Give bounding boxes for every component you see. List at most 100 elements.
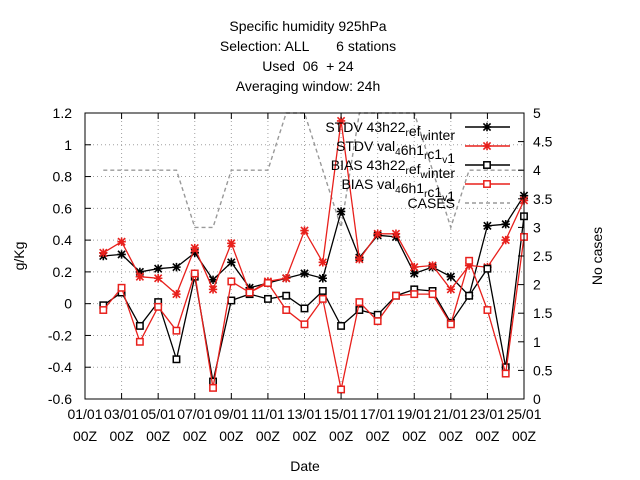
y-axis-label: g/Kg bbox=[11, 242, 27, 271]
data-point bbox=[208, 275, 218, 285]
data-point bbox=[318, 274, 327, 283]
data-point bbox=[300, 304, 309, 313]
data-point bbox=[465, 256, 474, 265]
data-point bbox=[391, 229, 401, 238]
y-tick-label: -0.2 bbox=[48, 327, 72, 343]
y-tick-label: 0.6 bbox=[53, 200, 73, 216]
y2-tick-label: 4.5 bbox=[533, 134, 553, 150]
data-point bbox=[153, 264, 163, 273]
x-tick-label-hour: 00Z bbox=[402, 428, 427, 444]
data-point bbox=[172, 262, 181, 272]
x-tick-label-hour: 00Z bbox=[110, 428, 135, 444]
legend-label: BIAS 43h22refwinter bbox=[331, 157, 456, 181]
data-point bbox=[483, 180, 491, 188]
x-tick-label-hour: 00Z bbox=[146, 428, 171, 444]
chart-title: Specific humidity 925hPa Selection: ALL … bbox=[220, 18, 396, 94]
legend-label: BIAS val46h1rc1v1 bbox=[341, 176, 455, 204]
x-tick-label-hour: 00Z bbox=[475, 428, 500, 444]
data-point bbox=[99, 248, 108, 258]
data-point bbox=[428, 261, 437, 270]
y-tick-label: 0.2 bbox=[53, 264, 73, 280]
y2-tick-label: 0 bbox=[533, 391, 541, 407]
data-point bbox=[392, 291, 400, 300]
x-tick-label-date: 21/01 bbox=[433, 406, 468, 422]
data-point bbox=[410, 290, 419, 299]
data-point bbox=[446, 320, 455, 329]
data-point bbox=[501, 220, 510, 229]
data-point bbox=[446, 272, 456, 281]
data-point bbox=[282, 306, 291, 314]
data-point bbox=[465, 291, 474, 300]
grid bbox=[85, 113, 524, 399]
series-layer bbox=[99, 112, 529, 394]
data-point bbox=[337, 321, 346, 330]
y-tick-label: 0.4 bbox=[53, 232, 73, 248]
data-point bbox=[172, 355, 181, 364]
data-point bbox=[300, 226, 309, 235]
series-4 bbox=[103, 112, 524, 230]
y-tick-label: 0.8 bbox=[53, 169, 73, 185]
data-point bbox=[300, 269, 309, 278]
x-tick-label-date: 01/01 bbox=[67, 406, 102, 422]
series-line bbox=[102, 236, 525, 390]
data-point bbox=[208, 285, 218, 294]
data-point bbox=[410, 269, 419, 278]
x-tick-label-date: 09/01 bbox=[214, 406, 249, 422]
legend-entry: BIAS val46h1rc1v1 bbox=[341, 176, 510, 204]
y-tick-label: 1.2 bbox=[53, 105, 73, 121]
x-tick-label-hour: 00Z bbox=[256, 428, 281, 444]
data-point bbox=[153, 274, 163, 283]
data-point bbox=[300, 320, 309, 329]
data-point bbox=[209, 377, 217, 386]
series-line bbox=[102, 216, 525, 382]
y2-tick-label: 1.5 bbox=[533, 305, 553, 321]
data-point bbox=[501, 369, 510, 378]
x-tick-label-hour: 00Z bbox=[439, 428, 464, 444]
y2-tick-label: 2.5 bbox=[533, 248, 553, 264]
axis-ticks: -0.6 -0.4 -0.2 0 0.2 0.4 0.6 0.8 1 1.2 0 0.5 1 1.5 2 2.… bbox=[48, 105, 553, 444]
data-point bbox=[318, 294, 327, 303]
legend-entry: STDV 43h22refwinter bbox=[325, 119, 510, 143]
data-point bbox=[190, 248, 199, 258]
data-point bbox=[117, 237, 126, 246]
x-tick-label-date: 07/01 bbox=[177, 406, 212, 422]
y-tick-label: -0.4 bbox=[48, 359, 72, 375]
data-point bbox=[355, 254, 364, 264]
data-point bbox=[117, 283, 126, 292]
y2-tick-label: 2 bbox=[533, 277, 541, 293]
data-point bbox=[410, 262, 419, 272]
y2-tick-label: 1 bbox=[533, 334, 541, 350]
series-1 bbox=[99, 116, 529, 299]
x-tick-label-date: 25/01 bbox=[506, 406, 541, 422]
x-tick-label-hour: 00Z bbox=[73, 428, 98, 444]
data-point bbox=[464, 261, 474, 270]
legend-label: STDV val46h1rc1v1 bbox=[336, 138, 455, 166]
data-point bbox=[373, 229, 382, 238]
data-point bbox=[483, 264, 492, 273]
data-point bbox=[483, 161, 491, 169]
x-tick-label-date: 05/01 bbox=[141, 406, 176, 422]
x-tick-label-date: 17/01 bbox=[360, 406, 395, 422]
y2-tick-label: 3 bbox=[533, 219, 541, 235]
x-tick-label-hour: 00Z bbox=[366, 428, 391, 444]
x-tick-label-date: 11/01 bbox=[251, 406, 285, 422]
data-point bbox=[135, 272, 145, 281]
data-point bbox=[318, 287, 327, 295]
data-point bbox=[337, 385, 346, 394]
legend-entry: CASES bbox=[408, 195, 510, 211]
data-point bbox=[318, 258, 327, 267]
data-point bbox=[245, 283, 254, 292]
data-point bbox=[172, 289, 181, 299]
data-point bbox=[135, 337, 144, 346]
series-line bbox=[103, 112, 524, 230]
data-point bbox=[428, 290, 437, 299]
data-point bbox=[190, 269, 199, 278]
x-tick-label-date: 23/01 bbox=[470, 406, 505, 422]
title-line-3: Used 06 + 24 bbox=[262, 58, 354, 74]
data-point bbox=[501, 235, 510, 245]
plot-frame bbox=[84, 112, 525, 400]
data-point bbox=[117, 250, 126, 259]
data-point bbox=[209, 383, 217, 392]
data-point bbox=[482, 122, 492, 132]
